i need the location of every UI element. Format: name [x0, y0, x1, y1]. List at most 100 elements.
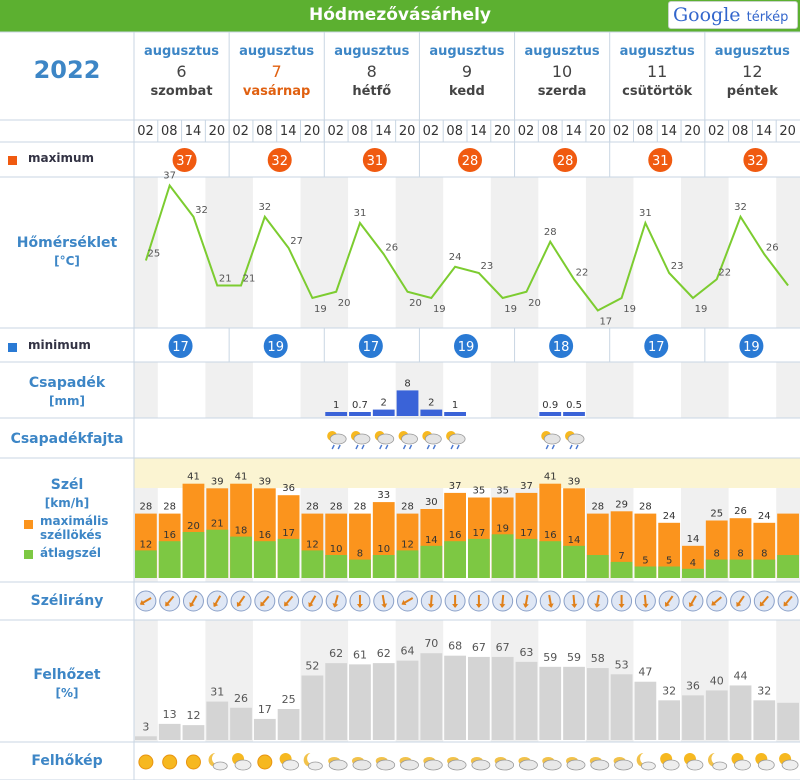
rain-drop	[575, 444, 579, 450]
cloud-part	[640, 761, 656, 771]
wind-direction-icon	[397, 590, 419, 612]
cloud-bar	[777, 702, 799, 740]
cloud-part	[712, 761, 728, 771]
day-month: augusztus	[239, 44, 315, 59]
day-number: 6	[176, 62, 187, 81]
gust-value: 41	[187, 472, 200, 483]
wind-unit: [km/h]	[44, 496, 90, 510]
cloud-value: 26	[234, 692, 248, 705]
avg-wind-bar	[467, 538, 490, 578]
wind-direction-icon	[730, 590, 752, 612]
rain-drop	[331, 444, 335, 450]
cloud-part	[424, 433, 442, 445]
night-shade	[134, 620, 158, 742]
hour-label: 20	[398, 124, 416, 139]
hour-label: 02	[708, 124, 725, 139]
wind-arrow	[783, 595, 793, 607]
wind-arrow	[594, 594, 601, 608]
sun-shower-icon	[374, 431, 395, 450]
precip-bar	[444, 412, 466, 416]
wind-arrow	[618, 595, 625, 608]
temperature-value: 23	[671, 261, 684, 272]
cloud-value: 3	[142, 720, 149, 733]
gust-legend-label: maximális széllökés	[40, 514, 109, 542]
wind-title: Szél	[50, 477, 84, 493]
wind-arrow	[642, 594, 649, 608]
gust-bar	[634, 513, 657, 578]
cloud-image-label: Felhőkép	[31, 753, 103, 769]
arrow-head	[452, 604, 459, 608]
day-header: augusztus 6 szombat	[134, 44, 229, 99]
city-title: Hódmezővásárhely	[309, 5, 491, 25]
hour-label: 14	[279, 124, 297, 139]
hour-label: 08	[541, 124, 559, 139]
day-month: augusztus	[524, 44, 600, 59]
rain-drop	[551, 444, 555, 450]
cloud-bar	[753, 700, 776, 740]
google-map-link[interactable]: Google térkép	[668, 1, 798, 29]
max-value: 28	[557, 154, 574, 169]
gust-value: 39	[211, 476, 224, 487]
cloud-part	[542, 759, 562, 771]
sun-icon	[257, 754, 273, 770]
avg-wind-bar	[753, 559, 776, 578]
avg-wind-value: 12	[401, 539, 414, 550]
map-link-label: térkép	[746, 10, 789, 25]
cloud-icon	[566, 757, 586, 771]
wind-arrow	[356, 595, 363, 608]
arrow-head	[189, 602, 195, 608]
min-badge	[644, 334, 669, 358]
rain-drop	[402, 444, 407, 450]
gust-value: 41	[544, 472, 557, 483]
min-value: 19	[743, 340, 760, 355]
avg-wind-value: 17	[282, 528, 295, 539]
avg-wind-value: 16	[449, 530, 462, 541]
arrow-head	[213, 602, 219, 608]
avg-wind-value: 10	[330, 544, 343, 555]
temperature-value: 31	[639, 208, 652, 219]
wind-direction-icon	[611, 590, 633, 612]
avg-wind-bar	[634, 566, 657, 578]
precip-title: Csapadék	[28, 375, 106, 391]
sun-disc	[257, 754, 273, 770]
wind-direction-icon	[254, 590, 276, 612]
arrow-head	[571, 603, 578, 608]
night-shade	[205, 177, 253, 328]
min-value: 19	[458, 340, 475, 355]
sun-disc	[138, 754, 154, 770]
day-number: 11	[647, 62, 668, 81]
cloud-part	[328, 759, 348, 771]
arrow-head	[428, 603, 435, 608]
cloud-part	[352, 759, 372, 771]
avg-wind-value: 19	[496, 523, 509, 534]
night-shade	[300, 362, 349, 418]
hour-label: 20	[303, 124, 321, 139]
moon-cloud-icon	[208, 753, 228, 771]
cloud-part	[519, 759, 538, 771]
avg-wind-value: 14	[568, 535, 581, 546]
wind-arrow	[547, 594, 554, 608]
temperature-value: 31	[354, 208, 367, 219]
cloud-bar	[610, 674, 633, 740]
gust-value: 28	[330, 502, 343, 513]
sun-shower-icon	[422, 431, 442, 450]
sun-icon	[185, 754, 201, 770]
cloud-value: 25	[282, 693, 296, 706]
cloud-title: Felhőzet	[33, 667, 101, 683]
night-shade	[490, 177, 539, 328]
gust-bar	[610, 511, 633, 578]
wind-direction-icon	[349, 590, 371, 612]
arrow-head	[356, 604, 363, 608]
max-badge	[172, 148, 197, 172]
precip-value: 1	[333, 400, 339, 411]
wind-direction-icon	[563, 590, 585, 612]
sun-shower-icon	[398, 431, 418, 450]
cloud-part	[448, 433, 466, 445]
avg-wind-value: 7	[618, 551, 624, 562]
cloud-bar	[444, 655, 466, 740]
min-value: 19	[267, 340, 284, 355]
cloud-part	[353, 433, 371, 445]
avg-wind-bar	[349, 559, 371, 578]
wind-direction-icon	[135, 590, 157, 612]
cloud-part	[471, 759, 491, 771]
